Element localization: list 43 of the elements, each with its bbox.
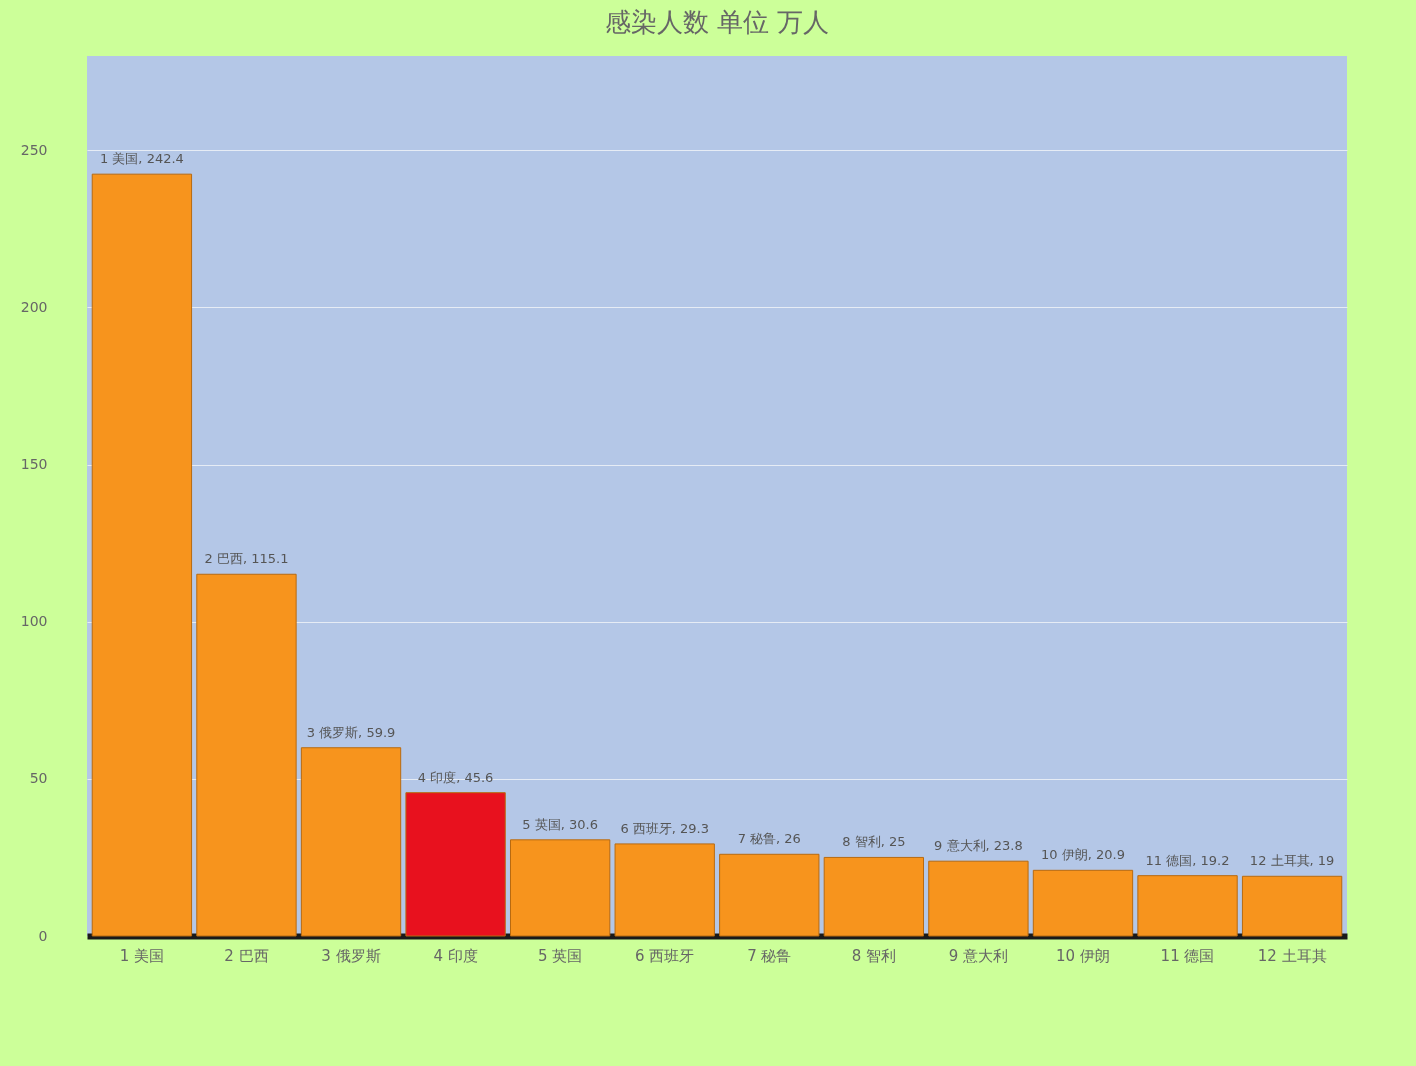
chart-title: 感染人数 单位 万人 [604,7,830,37]
y-tick-label: 100 [20,613,48,630]
data-label: 2 巴西, 115.1 [204,551,289,567]
data-label: 9 意大利, 23.8 [934,838,1023,854]
data-label: 8 智利, 25 [842,834,906,850]
x-tick-label: 6 西班牙 [635,946,695,965]
y-tick-label: 0 [38,927,48,944]
bar [509,839,611,937]
data-label: 1 美国, 242.4 [99,151,184,167]
data-label: 6 西班牙, 29.3 [620,820,710,836]
bar [91,173,193,937]
bar [928,860,1029,937]
data-label: 3 俄罗斯, 59.9 [306,724,396,740]
data-label: 11 德国, 19.2 [1145,852,1230,868]
bar [1137,875,1238,937]
y-tick-label: 250 [20,141,48,158]
data-label: 4 印度, 45.6 [417,769,494,785]
y-tick-label: 200 [20,298,48,315]
data-label: 7 秘鲁, 26 [737,831,801,847]
x-tick-label: 5 英国 [538,946,583,965]
bar [614,843,715,937]
bar [405,792,506,937]
x-tick-label: 8 智利 [851,946,896,965]
data-label: 10 伊朗, 20.9 [1041,847,1125,863]
x-tick-label: 3 俄罗斯 [321,946,381,965]
x-tick-label: 7 秘鲁 [747,946,792,965]
x-tick-label: 4 印度 [433,946,478,965]
bar [823,856,925,937]
x-tick-label: 11 德国 [1160,946,1215,965]
data-label: 12 土耳其, 19 [1249,853,1335,869]
y-tick-label: 50 [29,770,48,787]
bar [300,747,402,937]
bar [1241,875,1343,937]
bar [719,853,820,937]
bar [196,573,297,937]
data-label: 5 英国, 30.6 [522,816,598,832]
x-tick-label: 10 伊朗 [1056,946,1110,965]
x-tick-label: 2 巴西 [224,946,269,965]
y-tick-label: 150 [20,456,48,473]
x-tick-label: 9 意大利 [948,946,1009,965]
bar [1032,869,1134,937]
x-tick-label: 1 美国 [119,946,165,965]
x-tick-label: 12 土耳其 [1257,946,1327,965]
